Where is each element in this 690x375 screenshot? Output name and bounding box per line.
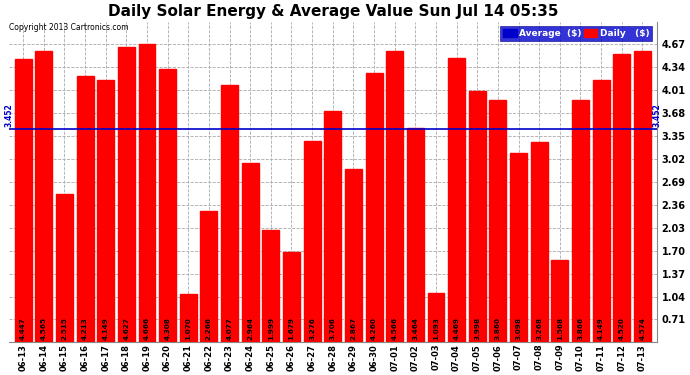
Bar bbox=[593, 80, 609, 342]
Text: 3.998: 3.998 bbox=[474, 316, 480, 340]
Text: 3.464: 3.464 bbox=[413, 317, 418, 340]
Text: 4.260: 4.260 bbox=[371, 317, 377, 340]
Bar bbox=[118, 47, 135, 342]
Title: Daily Solar Energy & Average Value Sun Jul 14 05:35: Daily Solar Energy & Average Value Sun J… bbox=[108, 4, 558, 19]
Text: 1.679: 1.679 bbox=[288, 316, 295, 340]
Bar bbox=[14, 60, 32, 342]
Text: 3.268: 3.268 bbox=[536, 316, 542, 340]
Text: 4.566: 4.566 bbox=[392, 316, 397, 340]
Legend: Average  ($), Daily   ($): Average ($), Daily ($) bbox=[500, 26, 652, 41]
Bar bbox=[56, 194, 73, 342]
Bar bbox=[97, 80, 114, 342]
Text: 4.149: 4.149 bbox=[598, 317, 604, 340]
Text: 4.520: 4.520 bbox=[619, 317, 624, 340]
Bar bbox=[139, 44, 155, 342]
Bar bbox=[35, 51, 52, 342]
Text: 4.213: 4.213 bbox=[82, 317, 88, 340]
Bar bbox=[386, 51, 403, 342]
Text: 3.098: 3.098 bbox=[515, 316, 522, 340]
Bar bbox=[448, 58, 465, 342]
Text: 3.276: 3.276 bbox=[309, 317, 315, 340]
Bar bbox=[159, 69, 176, 342]
Text: 3.860: 3.860 bbox=[495, 316, 501, 340]
Bar bbox=[634, 51, 651, 342]
Text: 4.149: 4.149 bbox=[103, 317, 109, 340]
Text: 2.515: 2.515 bbox=[61, 316, 68, 340]
Text: 4.666: 4.666 bbox=[144, 316, 150, 340]
Bar bbox=[366, 72, 382, 342]
Text: 4.574: 4.574 bbox=[640, 317, 645, 340]
Bar bbox=[345, 170, 362, 342]
Text: 1.093: 1.093 bbox=[433, 317, 439, 340]
Text: Copyright 2013 Cartronics.com: Copyright 2013 Cartronics.com bbox=[9, 24, 128, 33]
Text: 1.999: 1.999 bbox=[268, 316, 274, 340]
Text: 3.866: 3.866 bbox=[578, 316, 584, 340]
Bar bbox=[407, 128, 424, 342]
Bar bbox=[283, 252, 300, 342]
Bar bbox=[180, 294, 197, 342]
Bar bbox=[262, 230, 279, 342]
Text: 4.627: 4.627 bbox=[124, 317, 129, 340]
Text: 2.964: 2.964 bbox=[247, 316, 253, 340]
Bar bbox=[77, 76, 94, 342]
Text: 4.565: 4.565 bbox=[41, 316, 47, 340]
Bar bbox=[613, 54, 630, 342]
Bar bbox=[241, 163, 259, 342]
Text: 3.452: 3.452 bbox=[652, 104, 661, 128]
Bar bbox=[551, 260, 569, 342]
Text: 3.706: 3.706 bbox=[330, 317, 336, 340]
Text: 4.469: 4.469 bbox=[453, 316, 460, 340]
Text: 1.070: 1.070 bbox=[185, 317, 191, 340]
Bar bbox=[304, 141, 321, 342]
Bar bbox=[324, 111, 342, 342]
Text: 2.867: 2.867 bbox=[351, 316, 357, 340]
Bar bbox=[428, 293, 444, 342]
Bar bbox=[200, 211, 217, 342]
Text: 2.266: 2.266 bbox=[206, 316, 212, 340]
Bar bbox=[489, 100, 506, 342]
Bar bbox=[531, 141, 548, 342]
Text: 1.568: 1.568 bbox=[557, 316, 563, 340]
Bar bbox=[221, 85, 238, 342]
Text: 4.077: 4.077 bbox=[226, 317, 233, 340]
Text: 3.452: 3.452 bbox=[4, 104, 13, 128]
Text: 4.308: 4.308 bbox=[165, 317, 170, 340]
Bar bbox=[510, 153, 527, 342]
Text: 4.447: 4.447 bbox=[20, 317, 26, 340]
Bar bbox=[469, 91, 486, 342]
Bar bbox=[572, 100, 589, 342]
